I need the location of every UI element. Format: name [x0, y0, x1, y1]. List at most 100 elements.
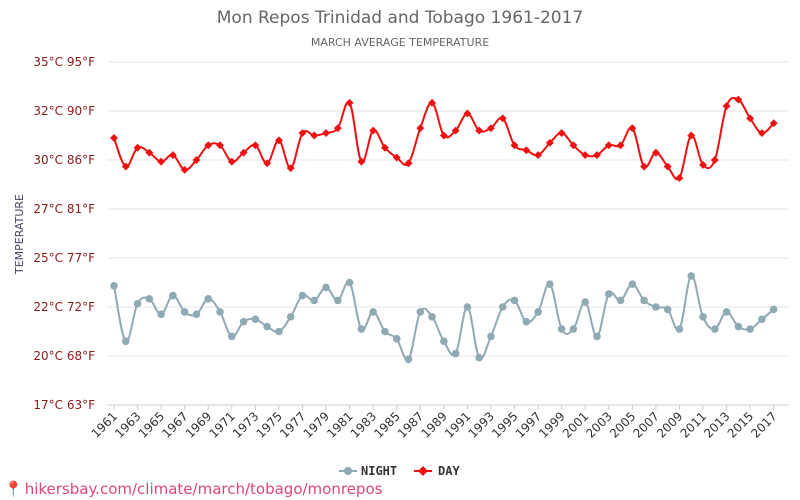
data-point-day[interactable]: [616, 141, 625, 150]
data-point-night[interactable]: [710, 325, 719, 333]
data-point-night[interactable]: [522, 317, 531, 326]
data-point-day[interactable]: [145, 148, 154, 157]
data-point-day[interactable]: [157, 157, 166, 166]
legend[interactable]: NIGHT DAY: [339, 464, 460, 478]
data-point-day[interactable]: [534, 151, 543, 160]
data-point-night[interactable]: [498, 303, 507, 311]
data-point-night[interactable]: [192, 310, 201, 319]
data-point-night[interactable]: [652, 303, 660, 311]
data-point-night[interactable]: [416, 308, 425, 316]
data-point-night[interactable]: [699, 313, 707, 321]
data-point-day[interactable]: [640, 162, 649, 171]
data-point-day[interactable]: [604, 141, 613, 150]
data-point-night[interactable]: [369, 308, 377, 316]
data-point-night[interactable]: [334, 296, 342, 305]
data-point-night[interactable]: [769, 305, 778, 314]
data-point-night[interactable]: [475, 353, 483, 362]
data-point-day[interactable]: [192, 156, 201, 164]
data-point-night[interactable]: [487, 332, 495, 341]
data-point-day[interactable]: [734, 95, 743, 104]
data-point-night[interactable]: [546, 280, 554, 288]
data-point-day[interactable]: [322, 129, 330, 138]
data-point-night[interactable]: [133, 299, 142, 308]
data-point-night[interactable]: [581, 298, 589, 306]
data-point-night[interactable]: [345, 278, 354, 287]
data-point-night[interactable]: [228, 332, 236, 341]
data-point-day[interactable]: [216, 141, 224, 150]
data-point-night[interactable]: [275, 327, 283, 336]
data-point-night[interactable]: [534, 308, 542, 316]
data-point-night[interactable]: [758, 315, 766, 324]
data-point-night[interactable]: [286, 313, 295, 321]
data-point-night[interactable]: [734, 322, 743, 331]
data-point-day[interactable]: [663, 162, 672, 171]
data-point-day[interactable]: [204, 141, 213, 150]
data-point-night[interactable]: [322, 283, 330, 292]
legend-item-night[interactable]: NIGHT: [339, 464, 397, 478]
data-point-day[interactable]: [310, 131, 319, 140]
data-point-day[interactable]: [110, 133, 118, 142]
data-point-night[interactable]: [263, 322, 271, 331]
data-point-night[interactable]: [628, 280, 637, 288]
data-point-night[interactable]: [746, 325, 754, 333]
data-point-day[interactable]: [239, 148, 248, 157]
data-point-night[interactable]: [451, 349, 460, 358]
data-point-night[interactable]: [392, 335, 401, 343]
data-point-day[interactable]: [569, 141, 578, 150]
data-point-night[interactable]: [310, 296, 319, 305]
data-point-night[interactable]: [169, 291, 177, 300]
data-point-night[interactable]: [440, 337, 448, 346]
data-point-day[interactable]: [722, 102, 731, 111]
data-point-night[interactable]: [604, 290, 613, 298]
data-point-night[interactable]: [251, 315, 260, 324]
data-point-night[interactable]: [569, 325, 578, 333]
data-point-day[interactable]: [416, 124, 425, 133]
data-point-day[interactable]: [168, 151, 177, 160]
data-point-night[interactable]: [616, 296, 625, 305]
data-point-day[interactable]: [263, 159, 272, 168]
data-point-night[interactable]: [121, 337, 130, 346]
data-point-day[interactable]: [557, 129, 566, 138]
data-point-night[interactable]: [180, 308, 189, 316]
legend-item-day[interactable]: DAY: [414, 464, 460, 478]
data-point-day[interactable]: [345, 98, 354, 107]
data-point-night[interactable]: [381, 327, 389, 336]
data-point-day[interactable]: [757, 129, 766, 138]
data-point-night[interactable]: [216, 308, 224, 316]
data-point-day[interactable]: [522, 146, 531, 155]
data-point-night[interactable]: [404, 355, 413, 364]
data-point-night[interactable]: [663, 305, 672, 314]
data-point-night[interactable]: [428, 313, 436, 321]
data-point-night[interactable]: [593, 332, 601, 341]
data-point-night[interactable]: [357, 325, 366, 333]
source-link[interactable]: 📍 hikersbay.com/climate/march/tobago/monr…: [4, 480, 382, 498]
data-point-night[interactable]: [675, 325, 684, 333]
data-point-day[interactable]: [251, 141, 260, 150]
data-point-day[interactable]: [593, 151, 601, 160]
data-point-night[interactable]: [722, 308, 731, 316]
data-point-night[interactable]: [463, 303, 472, 311]
data-point-day[interactable]: [357, 157, 366, 166]
data-point-day[interactable]: [710, 156, 719, 164]
data-point-day[interactable]: [510, 141, 519, 150]
data-point-night[interactable]: [557, 325, 566, 333]
data-point-day[interactable]: [180, 165, 189, 174]
data-point-night[interactable]: [110, 281, 118, 290]
data-point-day[interactable]: [286, 164, 295, 173]
data-point-night[interactable]: [239, 317, 248, 326]
data-point-night[interactable]: [510, 296, 519, 305]
data-point-day[interactable]: [439, 131, 448, 140]
data-point-day[interactable]: [227, 157, 236, 166]
data-point-night[interactable]: [145, 295, 154, 303]
data-point-day[interactable]: [581, 151, 590, 160]
data-point-day[interactable]: [133, 143, 142, 152]
data-point-night[interactable]: [204, 295, 213, 303]
data-point-day[interactable]: [687, 131, 696, 140]
data-point-day[interactable]: [298, 129, 307, 138]
data-point-day[interactable]: [545, 138, 554, 147]
data-point-night[interactable]: [157, 310, 165, 319]
data-point-day[interactable]: [628, 124, 637, 133]
data-point-day[interactable]: [392, 153, 401, 162]
data-point-night[interactable]: [687, 272, 696, 280]
data-point-night[interactable]: [640, 296, 648, 305]
